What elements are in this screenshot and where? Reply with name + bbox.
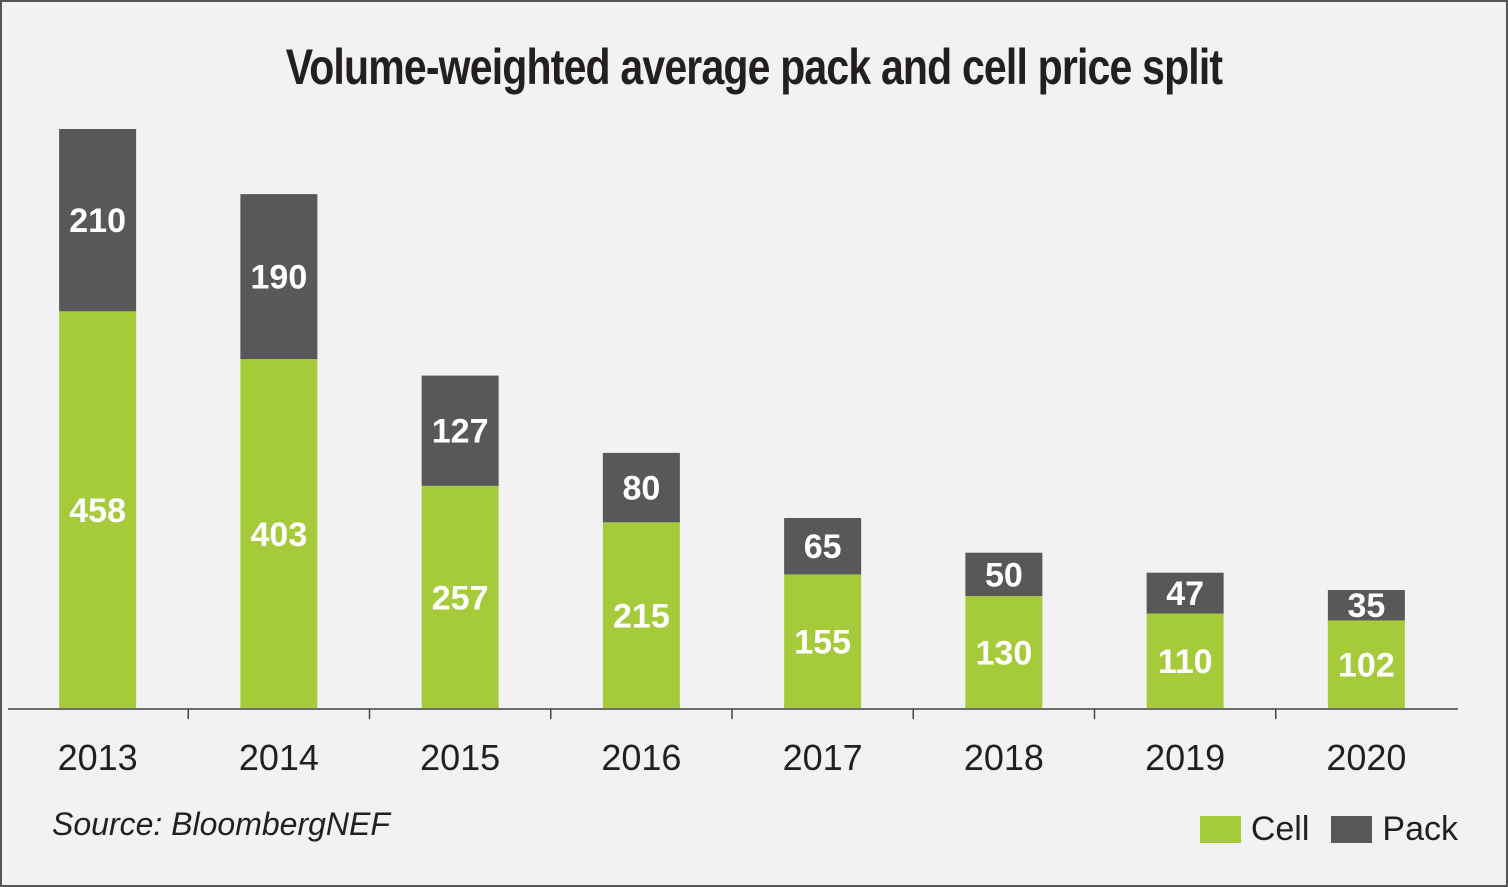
legend-swatch-pack [1331, 816, 1373, 843]
bar-pack-2015 [421, 375, 499, 486]
bar-cell-2013 [59, 311, 137, 709]
x-tick-label-2018: 2018 [964, 737, 1044, 778]
data-label-pack-2017: 65 [804, 528, 842, 566]
x-tick-label-2014: 2014 [239, 737, 319, 778]
bar-cell-2014 [240, 359, 318, 709]
bar-pack-2019 [1146, 572, 1224, 614]
data-label-pack-2016: 80 [622, 470, 660, 508]
data-label-pack-2014: 190 [251, 259, 308, 297]
x-ticks-group [187, 709, 1277, 719]
bar-cell-2018 [965, 596, 1043, 709]
chart-title: Volume-weighted average pack and cell pr… [285, 39, 1223, 95]
data-label-cell-2016: 215 [613, 598, 670, 636]
legend-swatch-cell [1199, 816, 1241, 843]
data-label-pack-2013: 210 [69, 202, 126, 240]
x-tick-label-2017: 2017 [783, 737, 863, 778]
data-label-cell-2019: 110 [1158, 643, 1213, 681]
bar-pack-2016 [602, 452, 680, 523]
source-note: Source: BloombergNEF [52, 806, 390, 842]
x-labels-group: 2013 2014 2015 2016 2017 2018 2019 2020 [58, 737, 1407, 778]
data-label-cell-2020: 102 [1338, 647, 1395, 685]
data-label-pack-2019: 47 [1166, 575, 1204, 613]
x-tick-label-2019: 2019 [1145, 737, 1225, 778]
data-label-cell-2018: 130 [976, 635, 1033, 673]
legend-item-cell: Cell [1199, 810, 1310, 849]
bar-cell-2016 [602, 522, 680, 709]
legend-label-pack: Pack [1382, 810, 1458, 848]
bar-cell-2015 [421, 485, 499, 709]
x-tick-label-2015: 2015 [420, 737, 500, 778]
x-tick-label-2020: 2020 [1326, 737, 1406, 778]
legend-item-pack: Pack [1331, 810, 1458, 849]
data-label-cell-2017: 155 [794, 624, 851, 662]
data-label-cell-2013: 458 [69, 492, 126, 530]
x-tick-label-2016: 2016 [601, 737, 681, 778]
bar-cell-2019 [1146, 613, 1224, 709]
bar-pack-2014 [240, 194, 318, 360]
data-label-cell-2015: 257 [432, 579, 489, 617]
data-label-pack-2020: 35 [1347, 587, 1385, 625]
bar-pack-2020 [1327, 590, 1405, 621]
bar-pack-2017 [784, 517, 862, 575]
bars-group: 458 210 403 190 257 127 215 80 155 65 130 50 110 47 10… [59, 129, 1405, 709]
data-label-pack-2015: 127 [432, 413, 489, 451]
bar-cell-2017 [784, 574, 862, 709]
data-label-cell-2014: 403 [251, 516, 308, 554]
bar-pack-2018 [965, 552, 1043, 597]
legend: Cell Pack [1178, 810, 1458, 849]
x-tick-label-2013: 2013 [58, 737, 138, 778]
data-label-pack-2018: 50 [985, 556, 1023, 594]
bar-cell-2020 [1327, 620, 1405, 709]
bar-pack-2013 [59, 129, 137, 312]
legend-label-cell: Cell [1250, 810, 1310, 848]
